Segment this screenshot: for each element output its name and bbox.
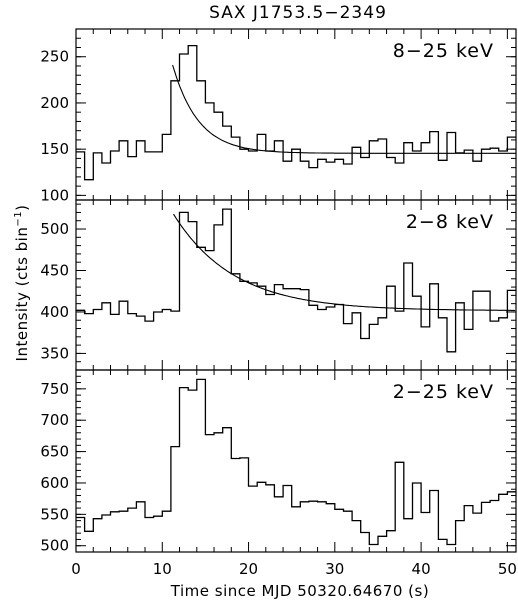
panel-3: 500 550 600 650 700 750 2−25 keV 0 10 20 30 40 50 — [40, 369, 517, 578]
y-tick-label: 750 — [40, 380, 69, 398]
y-axis-label-close: ) — [13, 205, 31, 211]
exponential-fit-curve — [172, 64, 516, 154]
y-tick-label: 650 — [40, 443, 69, 461]
panel-frame — [75, 369, 517, 553]
x-tick-label: 20 — [239, 560, 258, 578]
y-tick-label: 600 — [40, 474, 69, 492]
y-tick-label: 450 — [40, 261, 69, 279]
x-tick-label: 40 — [412, 560, 431, 578]
energy-band-label: 2−25 keV — [393, 381, 494, 403]
energy-band-label: 8−25 keV — [393, 40, 494, 62]
y-axis-label: Intensity (cts bin−1) — [13, 205, 31, 362]
y-tick-label: 500 — [40, 537, 69, 555]
light-curve-histogram — [76, 208, 516, 353]
y-tick-label: 100 — [40, 186, 69, 204]
light-curve-histogram — [76, 44, 516, 181]
y-tick-label: 500 — [40, 220, 69, 238]
y-tick-label: 250 — [40, 48, 69, 66]
x-tick-label: 50 — [498, 560, 517, 578]
x-axis-label: Time since MJD 50320.64670 (s) — [170, 582, 429, 600]
panel-2: 350 400 450 500 2−8 keV — [40, 199, 517, 371]
x-tick-label: 10 — [153, 560, 172, 578]
panel-1: 100 150 200 250 8−25 keV — [40, 28, 517, 204]
y-tick-label: 550 — [40, 505, 69, 523]
x-tick-label: 0 — [71, 560, 81, 578]
y-tick-label: 400 — [40, 303, 69, 321]
y-tick-label: 200 — [40, 94, 69, 112]
exponential-fit-curve — [173, 213, 516, 311]
y-tick-label: 700 — [40, 411, 69, 429]
y-axis-label-text: Intensity (cts bin — [13, 227, 31, 362]
y-tick-label: 150 — [40, 140, 69, 158]
light-curve-histogram — [76, 378, 516, 546]
y-axis-label-superscript: −1 — [13, 211, 24, 227]
chart-title: SAX J1753.5−2349 — [209, 3, 387, 23]
energy-band-label: 2−8 keV — [406, 211, 494, 233]
y-tick-label: 350 — [40, 344, 69, 362]
x-tick-label: 30 — [325, 560, 344, 578]
